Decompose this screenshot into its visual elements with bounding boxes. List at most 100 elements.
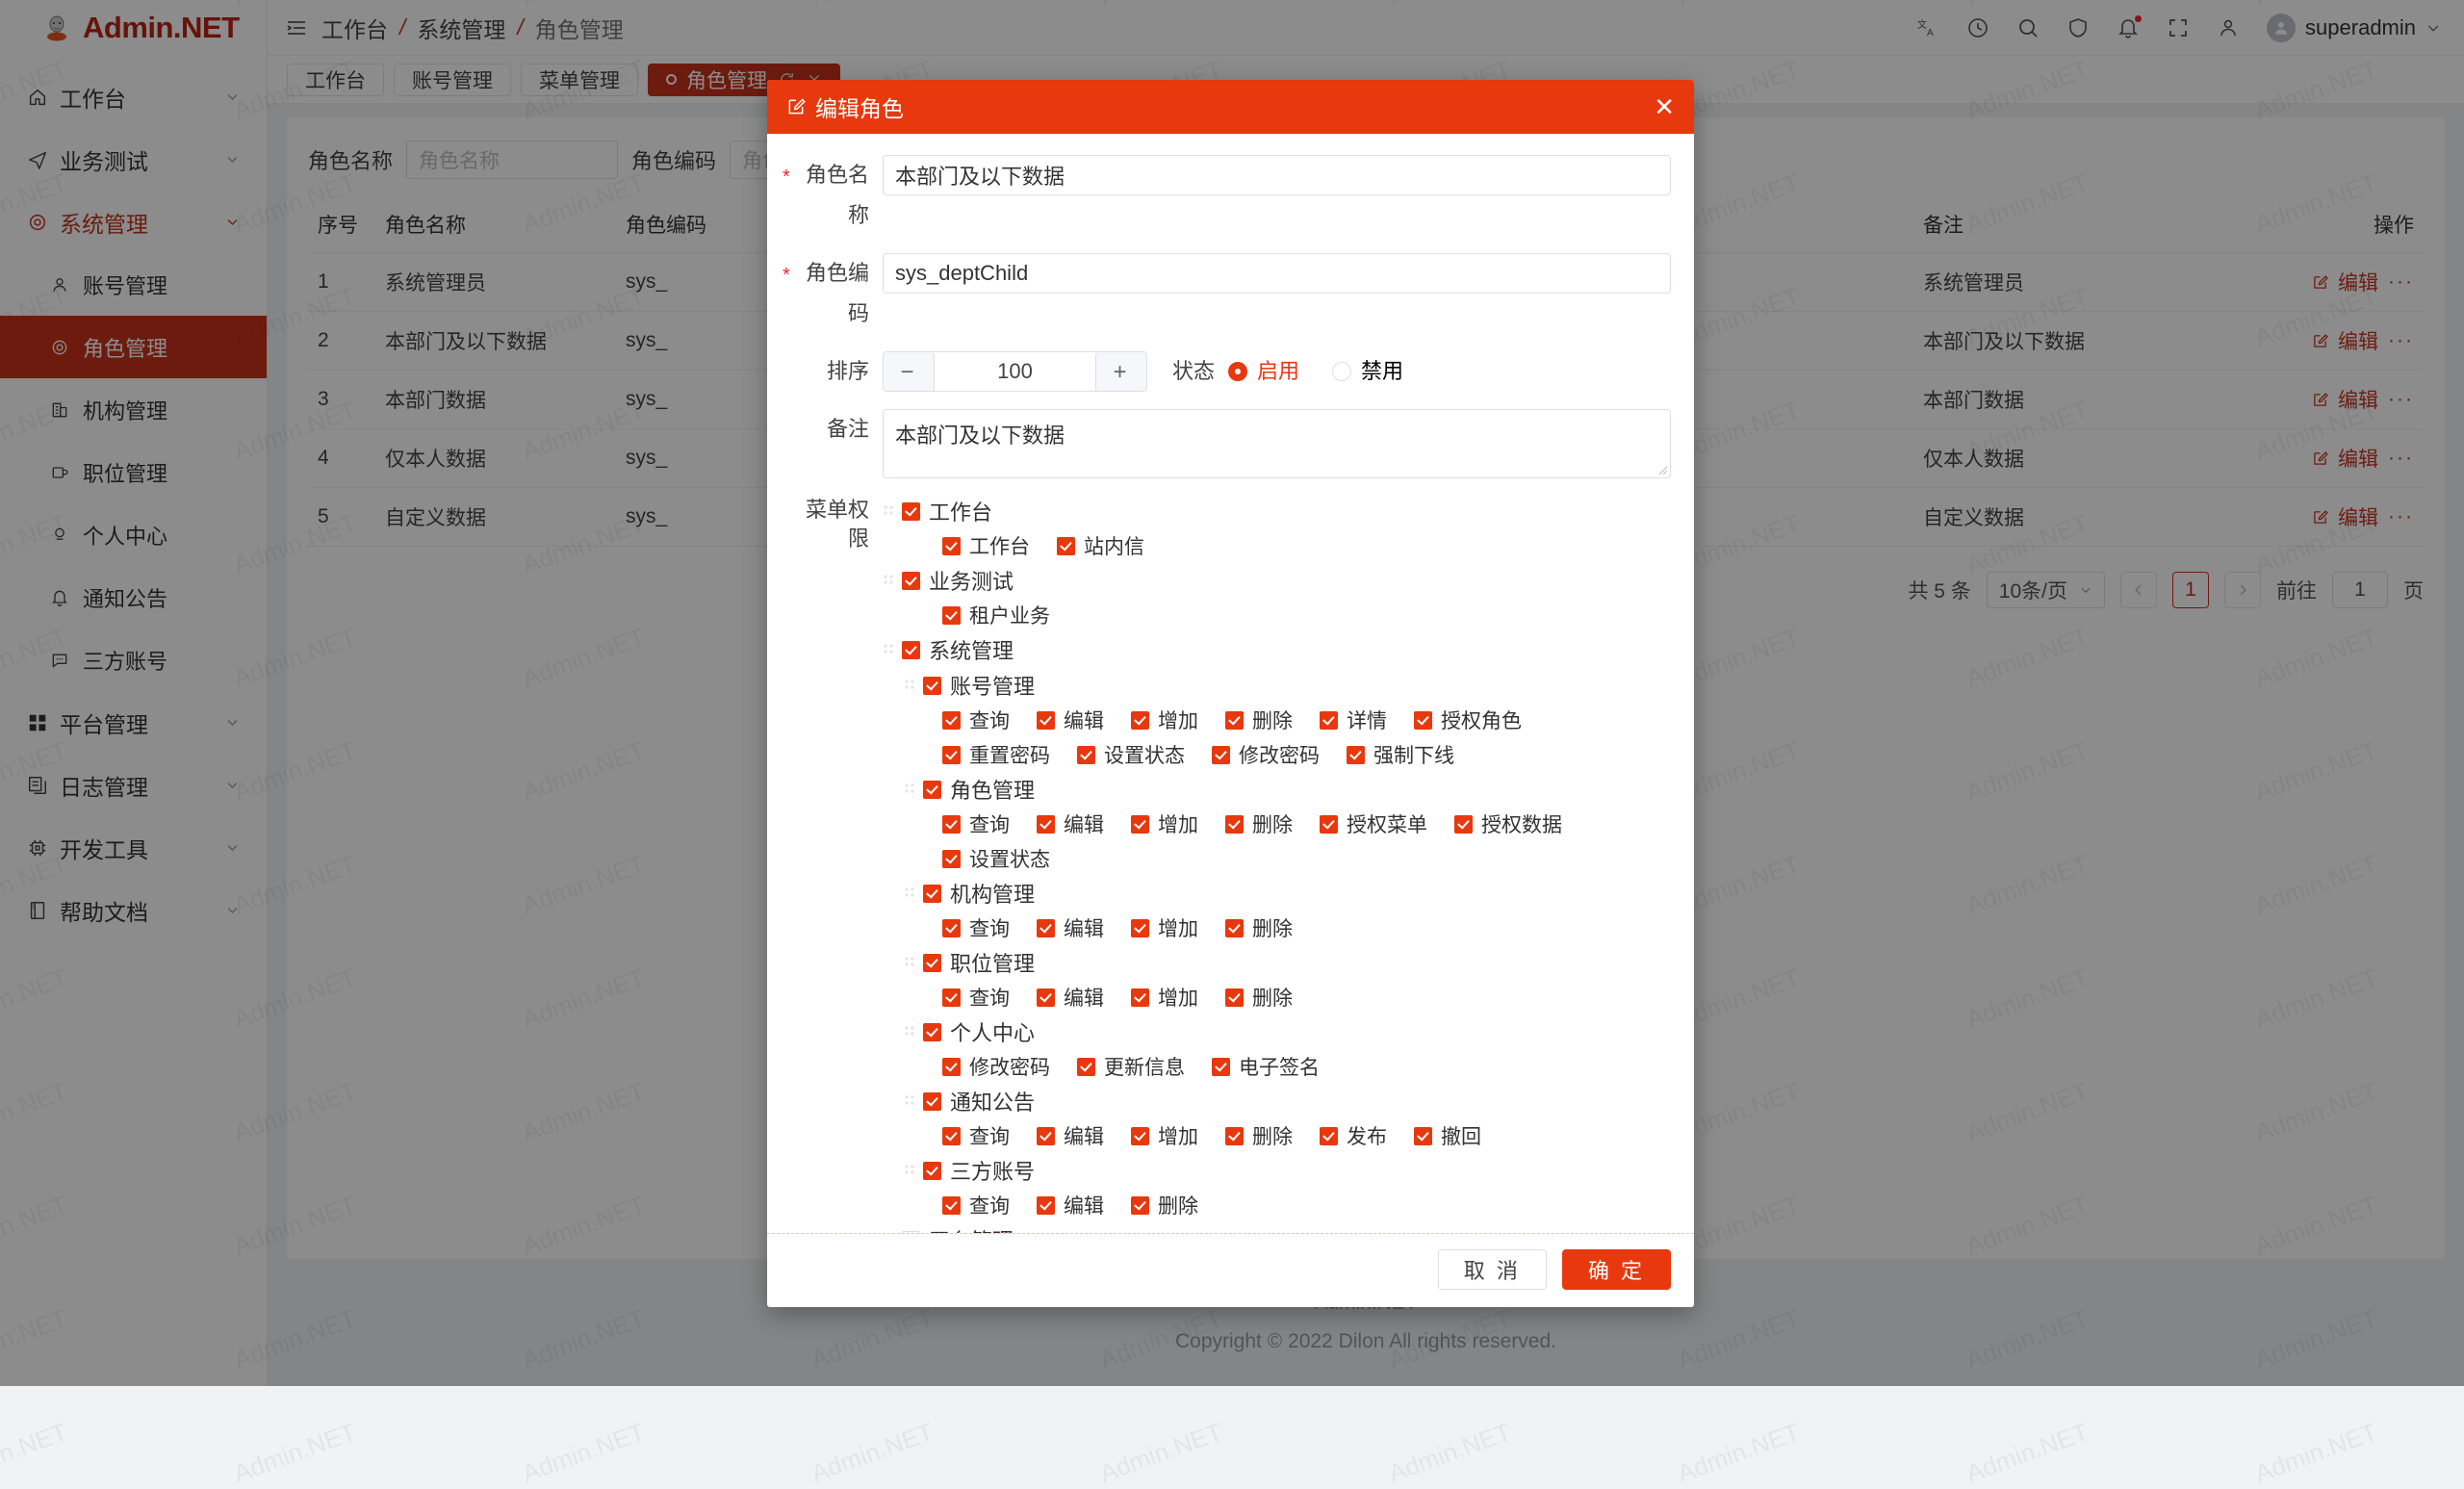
sidebar-item-11[interactable]: 日志管理 (0, 754, 267, 816)
permission-leaf[interactable]: 更新信息 (1077, 1052, 1185, 1081)
sidebar-item-9[interactable]: 三方账号 (0, 629, 267, 691)
permission-leaf-checkbox[interactable] (1414, 710, 1432, 730)
permission-leaf[interactable]: 设置状态 (942, 844, 1050, 873)
sidebar-item-12[interactable]: 开发工具 (0, 816, 267, 879)
page-size-select[interactable]: 10条/页 (1986, 572, 2105, 608)
permission-leaf-checkbox[interactable] (1225, 814, 1244, 834)
drag-handle-icon[interactable] (883, 574, 896, 587)
remark-textarea[interactable]: 本部门及以下数据 (883, 409, 1671, 478)
permission-leaf-checkbox[interactable] (1037, 988, 1055, 1007)
permission-leaf-checkbox[interactable] (942, 1057, 961, 1076)
tab-0[interactable]: 工作台 (287, 63, 384, 96)
tab-2[interactable]: 菜单管理 (521, 63, 638, 96)
menu-collapse-icon[interactable] (285, 16, 308, 39)
permission-leaf-checkbox[interactable] (1037, 710, 1055, 730)
permission-node-8[interactable]: 通知公告 (883, 1086, 1671, 1117)
permission-leaf-checkbox[interactable] (1225, 918, 1244, 937)
permission-leaf[interactable]: 租户业务 (942, 601, 1050, 629)
edit-link[interactable]: 编辑 (2338, 331, 2379, 353)
sidebar-item-7[interactable]: 个人中心 (0, 503, 267, 566)
permission-leaf[interactable]: 授权数据 (1454, 809, 1562, 838)
permission-leaf[interactable]: 删除 (1225, 913, 1293, 942)
permission-leaf-checkbox[interactable] (1037, 918, 1055, 937)
translate-icon[interactable]: 文 A (1916, 16, 1939, 39)
resize-handle-icon[interactable] (1656, 464, 1668, 475)
permission-leaf-checkbox[interactable] (1057, 536, 1075, 555)
permission-leaf-checkbox[interactable] (942, 1126, 961, 1145)
drag-handle-icon[interactable] (904, 1094, 917, 1108)
permission-leaf-checkbox[interactable] (942, 710, 961, 730)
permission-checkbox[interactable] (902, 640, 920, 659)
sidebar-item-0[interactable]: 工作台 (0, 65, 267, 128)
drag-handle-icon[interactable] (904, 956, 917, 969)
breadcrumb-item-0[interactable]: 工作台 (321, 16, 388, 42)
role-name-input[interactable]: 本部门及以下数据 (883, 155, 1671, 195)
permission-leaf-checkbox[interactable] (1037, 1195, 1055, 1215)
breadcrumb-item-1[interactable]: 系统管理 (417, 16, 506, 42)
edit-link[interactable]: 编辑 (2338, 390, 2379, 412)
permission-checkbox[interactable] (923, 1091, 941, 1111)
permission-leaf-checkbox[interactable] (1320, 710, 1338, 730)
permission-leaf[interactable]: 增加 (1131, 983, 1198, 1012)
shield-icon[interactable] (2066, 16, 2090, 39)
drag-handle-icon[interactable] (904, 1164, 917, 1177)
permission-leaf-checkbox[interactable] (942, 745, 961, 764)
drag-handle-icon[interactable] (883, 643, 896, 656)
sidebar-item-2[interactable]: 系统管理 (0, 191, 267, 253)
permission-leaf[interactable]: 删除 (1225, 809, 1293, 838)
permission-checkbox[interactable] (923, 1161, 941, 1180)
sidebar-item-4[interactable]: 角色管理 (0, 316, 267, 378)
permission-checkbox[interactable] (902, 571, 920, 590)
permission-checkbox[interactable] (923, 676, 941, 695)
permission-leaf-checkbox[interactable] (1131, 1126, 1149, 1145)
permission-leaf[interactable]: 电子签名 (1212, 1052, 1320, 1081)
permission-leaf-checkbox[interactable] (942, 1195, 961, 1215)
permission-leaf-checkbox[interactable] (1225, 988, 1244, 1007)
sidebar-item-10[interactable]: 平台管理 (0, 691, 267, 754)
permission-leaf-checkbox[interactable] (1131, 1195, 1149, 1215)
more-icon[interactable]: ··· (2388, 388, 2414, 410)
drag-handle-icon[interactable] (904, 886, 917, 900)
permission-leaf-checkbox[interactable] (1347, 745, 1365, 764)
sidebar-item-13[interactable]: 帮助文档 (0, 879, 267, 941)
permission-checkbox[interactable] (902, 1230, 920, 1233)
permission-leaf[interactable]: 撤回 (1414, 1121, 1481, 1150)
next-page-button[interactable] (2224, 572, 2261, 608)
edit-link[interactable]: 编辑 (2338, 507, 2379, 529)
permission-leaf[interactable]: 增加 (1131, 706, 1198, 734)
permission-leaf[interactable]: 编辑 (1037, 706, 1104, 734)
edit-link[interactable]: 编辑 (2338, 449, 2379, 471)
permission-leaf[interactable]: 发布 (1320, 1121, 1387, 1150)
status-radio-enabled[interactable]: 启用 (1228, 351, 1299, 392)
permission-leaf[interactable]: 修改密码 (1212, 740, 1320, 769)
permission-node-2[interactable]: 系统管理 (883, 634, 1671, 665)
bell-icon[interactable] (2117, 13, 2143, 39)
permission-leaf[interactable]: 编辑 (1037, 1191, 1104, 1219)
search-icon[interactable] (2016, 16, 2040, 39)
permission-node-6[interactable]: 职位管理 (883, 947, 1671, 978)
sidebar-item-6[interactable]: 职位管理 (0, 441, 267, 503)
permission-node-3[interactable]: 账号管理 (883, 670, 1671, 701)
permission-leaf[interactable]: 编辑 (1037, 913, 1104, 942)
permission-leaf[interactable]: 设置状态 (1077, 740, 1185, 769)
permission-leaf-checkbox[interactable] (942, 918, 961, 937)
permission-leaf-checkbox[interactable] (1320, 814, 1338, 834)
more-icon[interactable]: ··· (2388, 447, 2414, 469)
close-icon[interactable]: ✕ (1654, 92, 1675, 121)
permission-checkbox[interactable] (923, 780, 941, 799)
permission-leaf[interactable]: 删除 (1225, 706, 1293, 734)
sort-decrement-button[interactable]: − (884, 352, 935, 391)
permission-leaf-checkbox[interactable] (1212, 745, 1230, 764)
sidebar-item-1[interactable]: 业务测试 (0, 128, 267, 191)
permission-node-1[interactable]: 业务测试 (883, 565, 1671, 596)
permission-leaf[interactable]: 增加 (1131, 913, 1198, 942)
permission-leaf-checkbox[interactable] (1131, 918, 1149, 937)
sort-stepper[interactable]: − 100 + (883, 351, 1147, 392)
sidebar-item-5[interactable]: 机构管理 (0, 378, 267, 441)
permission-leaf[interactable]: 工作台 (942, 531, 1030, 560)
drag-handle-icon[interactable] (904, 1025, 917, 1039)
permission-leaf[interactable]: 授权菜单 (1320, 809, 1427, 838)
permission-leaf[interactable]: 详情 (1320, 706, 1387, 734)
permission-node-7[interactable]: 个人中心 (883, 1016, 1671, 1047)
tab-1[interactable]: 账号管理 (394, 63, 511, 96)
